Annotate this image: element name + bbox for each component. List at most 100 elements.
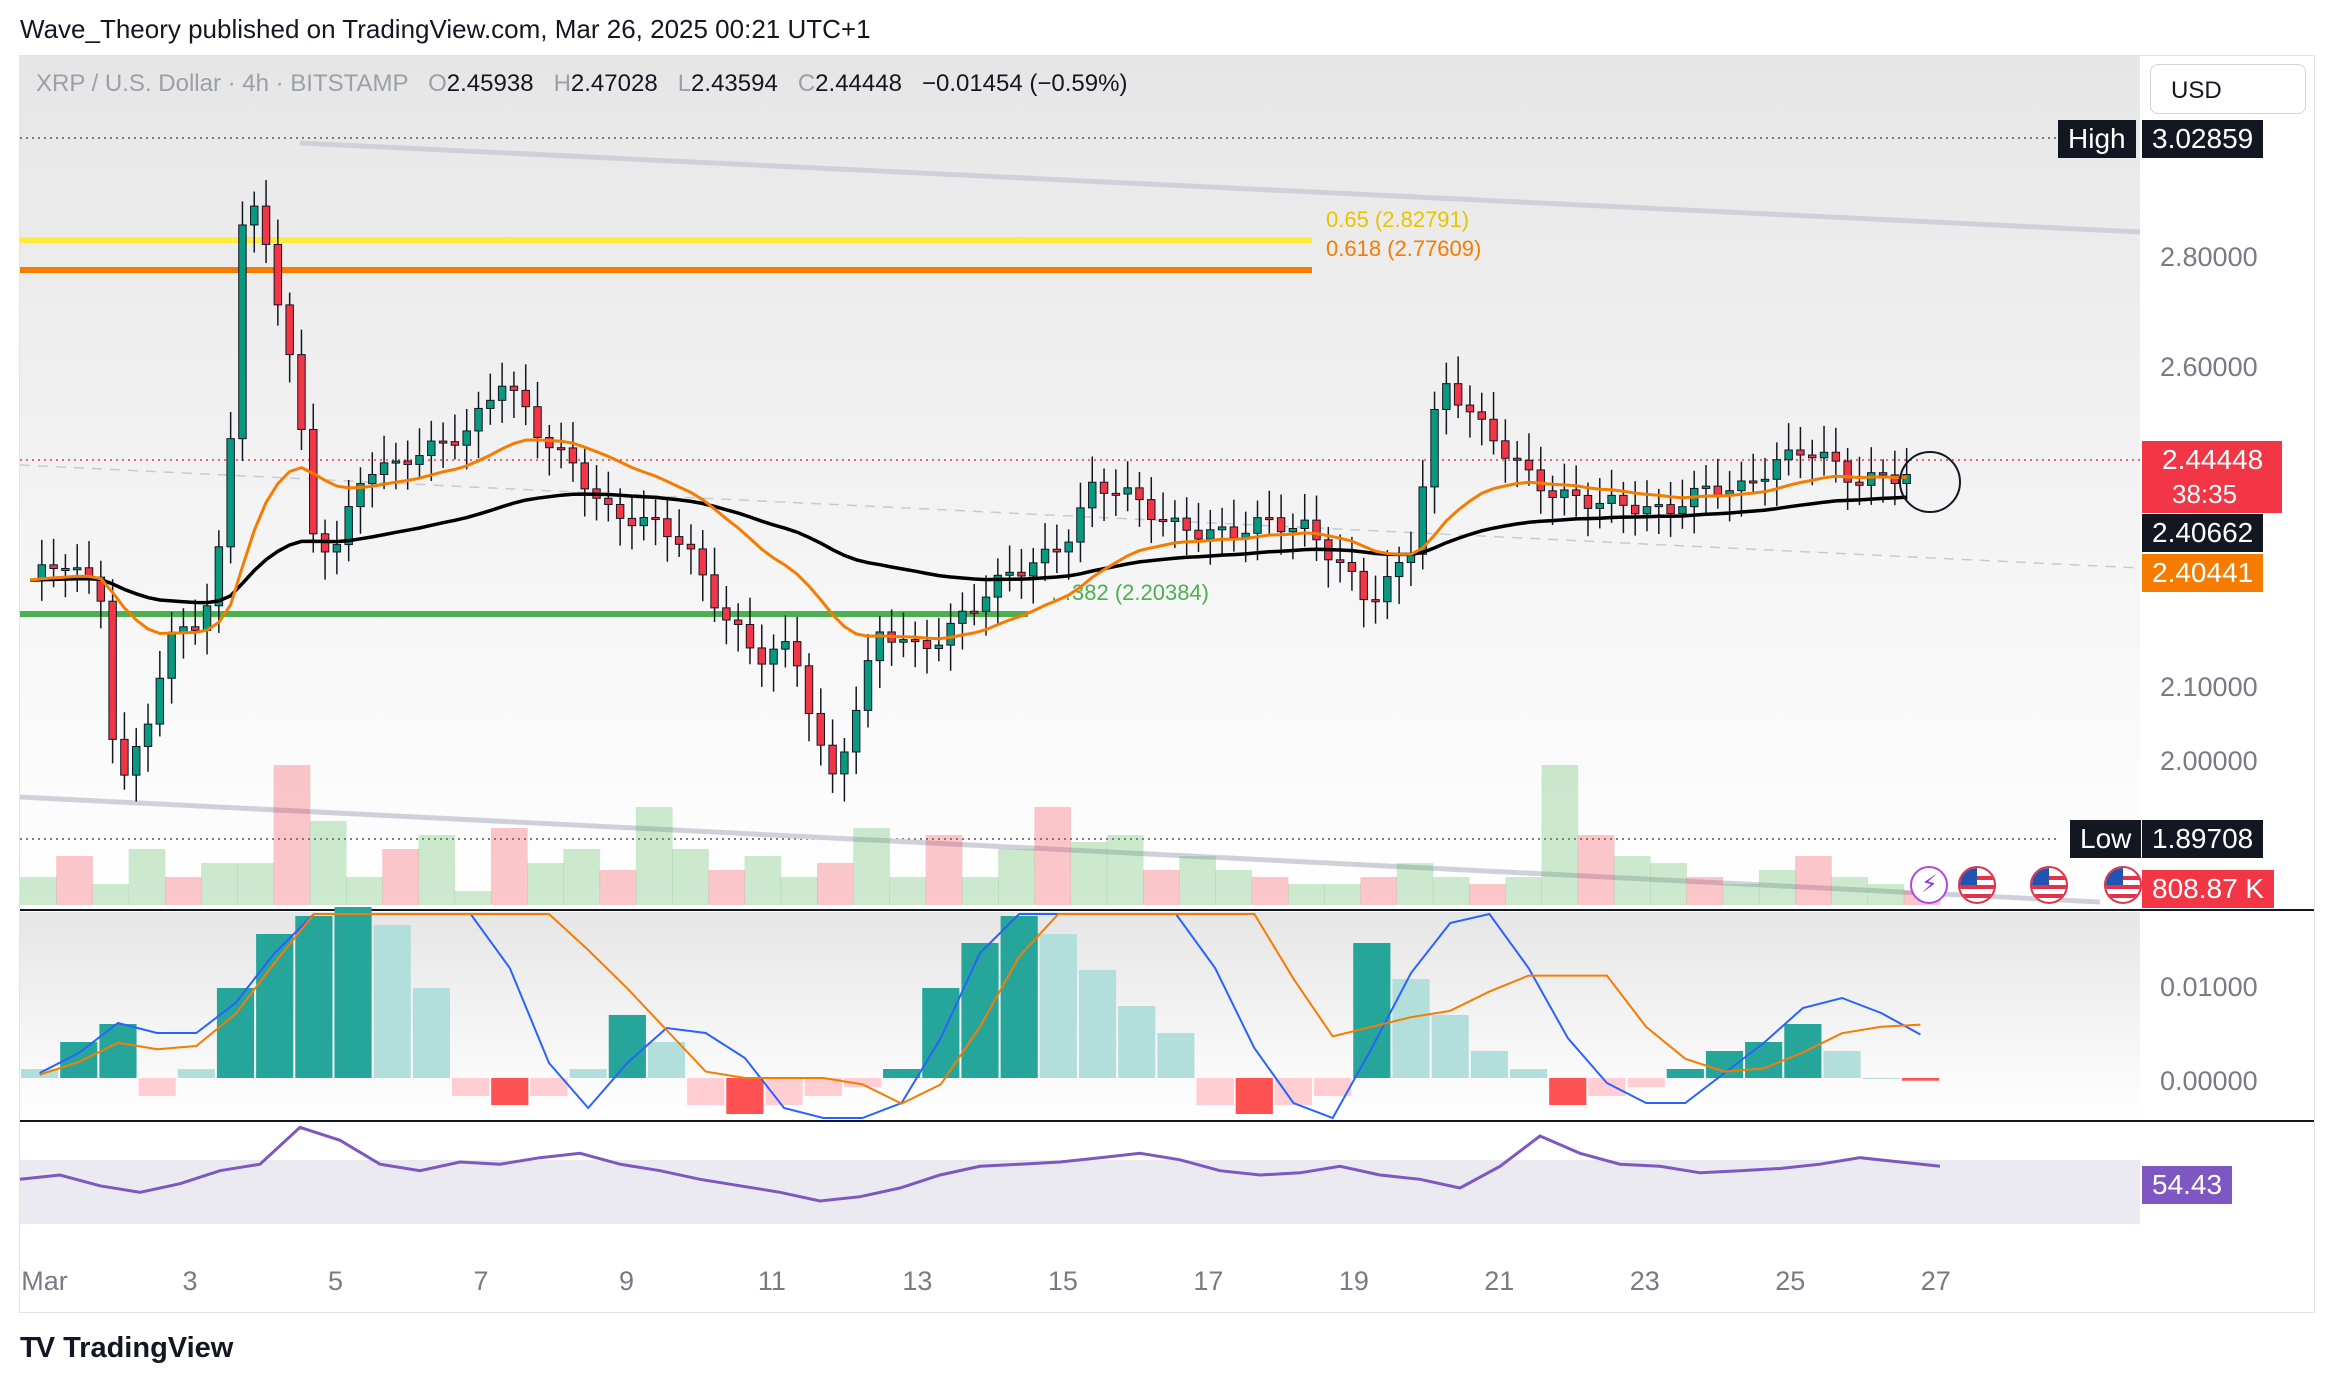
candle-body — [167, 631, 176, 679]
macd-bar — [1431, 1015, 1469, 1078]
candle-body — [922, 640, 932, 650]
volume-bar — [1722, 884, 1760, 905]
chart-frame — [19, 55, 2315, 1313]
candle-body — [250, 205, 259, 226]
low-tag-label: Low — [2070, 820, 2142, 858]
candle-body — [1088, 481, 1097, 509]
candle-body — [1335, 559, 1345, 563]
candle-body — [757, 647, 766, 665]
currency-button[interactable]: USD — [2150, 64, 2306, 114]
candle-body — [1111, 492, 1121, 496]
candle-body — [1300, 519, 1309, 530]
candle-body — [1748, 480, 1758, 484]
date-tick-label: 19 — [1339, 1266, 1369, 1296]
close-value: 2.44448 — [815, 70, 902, 97]
candle-body — [49, 564, 58, 570]
candle-body — [828, 744, 837, 775]
symbol-legend: XRP / U.S. Dollar · 4h · BITSTAMP O2.459… — [36, 70, 1127, 98]
date-tick-label: 3 — [183, 1266, 198, 1296]
low-tag-value: 1.89708 — [2142, 820, 2264, 858]
candle-body — [1347, 561, 1357, 572]
candle-body — [1560, 489, 1569, 498]
macd-bar — [1588, 1078, 1626, 1096]
candle-body — [899, 639, 908, 643]
candle-body — [332, 544, 342, 553]
volume-bar — [599, 870, 637, 905]
candle-body — [863, 660, 873, 711]
volume-bar — [1867, 884, 1905, 905]
candle-body — [958, 610, 967, 624]
fib-0618-label: 0.618 (2.77609) — [1326, 236, 1481, 261]
us-flag-event-icon[interactable] — [2030, 866, 2068, 904]
candle-body — [792, 641, 802, 667]
volume-bar — [1396, 863, 1434, 905]
volume-bar — [1287, 884, 1325, 905]
candle-body — [1855, 481, 1864, 486]
candle-body — [132, 745, 141, 776]
upper-trendline — [299, 140, 2141, 235]
candle-body — [1548, 490, 1557, 498]
macd-bar — [608, 1015, 646, 1078]
volume-bar — [418, 835, 456, 905]
date-tick-label: 27 — [1921, 1266, 1951, 1296]
candle-body — [214, 546, 224, 607]
us-flag-event-icon[interactable] — [2104, 866, 2142, 904]
candle-body — [722, 607, 731, 621]
candle-body — [568, 447, 578, 464]
candle-body — [1867, 472, 1876, 486]
lightning-icon[interactable]: ⚡ — [1910, 866, 1948, 904]
tradingview-logo[interactable]: TV TradingView — [20, 1332, 233, 1365]
volume-bar — [490, 828, 528, 905]
volume-bar — [853, 828, 890, 905]
volume-bar — [1034, 807, 1072, 905]
macd-bar — [1235, 1078, 1273, 1114]
volume-bar — [273, 765, 311, 905]
volume-bar — [744, 856, 782, 905]
date-tick-label: 11 — [758, 1266, 786, 1296]
candle-body — [344, 506, 353, 546]
macd-bar — [452, 1078, 490, 1096]
candle-body — [1359, 570, 1368, 601]
candle-body — [1276, 517, 1286, 533]
volume-bar — [708, 870, 746, 905]
macd-bar — [334, 907, 372, 1078]
volume-bar — [1070, 842, 1108, 905]
macd-bar — [1000, 916, 1038, 1078]
ema200-tag: 2.40662 — [2142, 514, 2264, 552]
candle-body — [1465, 404, 1475, 413]
close-label: C — [797, 70, 816, 97]
us-flag-event-icon[interactable] — [1958, 866, 1996, 904]
candle-body — [781, 641, 790, 650]
volume-bar — [1324, 884, 1361, 905]
macd-bar — [1039, 934, 1077, 1078]
candle-body — [309, 428, 318, 535]
macd-bar — [1823, 1051, 1861, 1078]
candle-body — [1772, 459, 1782, 480]
macd-bar — [1274, 1078, 1313, 1105]
candle-body — [1076, 507, 1085, 543]
candle-body — [1005, 571, 1014, 576]
volume-bar — [1432, 877, 1470, 905]
macd-bar — [1901, 1078, 1939, 1081]
volume-bar — [635, 807, 673, 905]
candle-body — [651, 517, 660, 521]
candle-body — [816, 712, 826, 746]
volume-bar — [382, 849, 419, 905]
brand-name: TradingView — [63, 1332, 234, 1364]
candle-body — [627, 517, 637, 527]
macd-bar — [138, 1078, 176, 1096]
candle-body — [1217, 526, 1227, 531]
macd-bar — [1157, 1033, 1195, 1078]
macd-bar — [922, 988, 960, 1078]
macd-bar — [1314, 1078, 1352, 1096]
candle-body — [1843, 460, 1852, 483]
fib-0382-label: …382 (2.20384) — [1050, 580, 1209, 605]
macd-bar — [1118, 1006, 1156, 1078]
candle-body — [981, 596, 991, 612]
macd-bar — [1078, 970, 1117, 1078]
volume-bar — [925, 835, 963, 905]
candle-body — [1158, 518, 1168, 522]
candle-body — [1265, 517, 1274, 521]
date-tick-label: 9 — [619, 1266, 634, 1296]
